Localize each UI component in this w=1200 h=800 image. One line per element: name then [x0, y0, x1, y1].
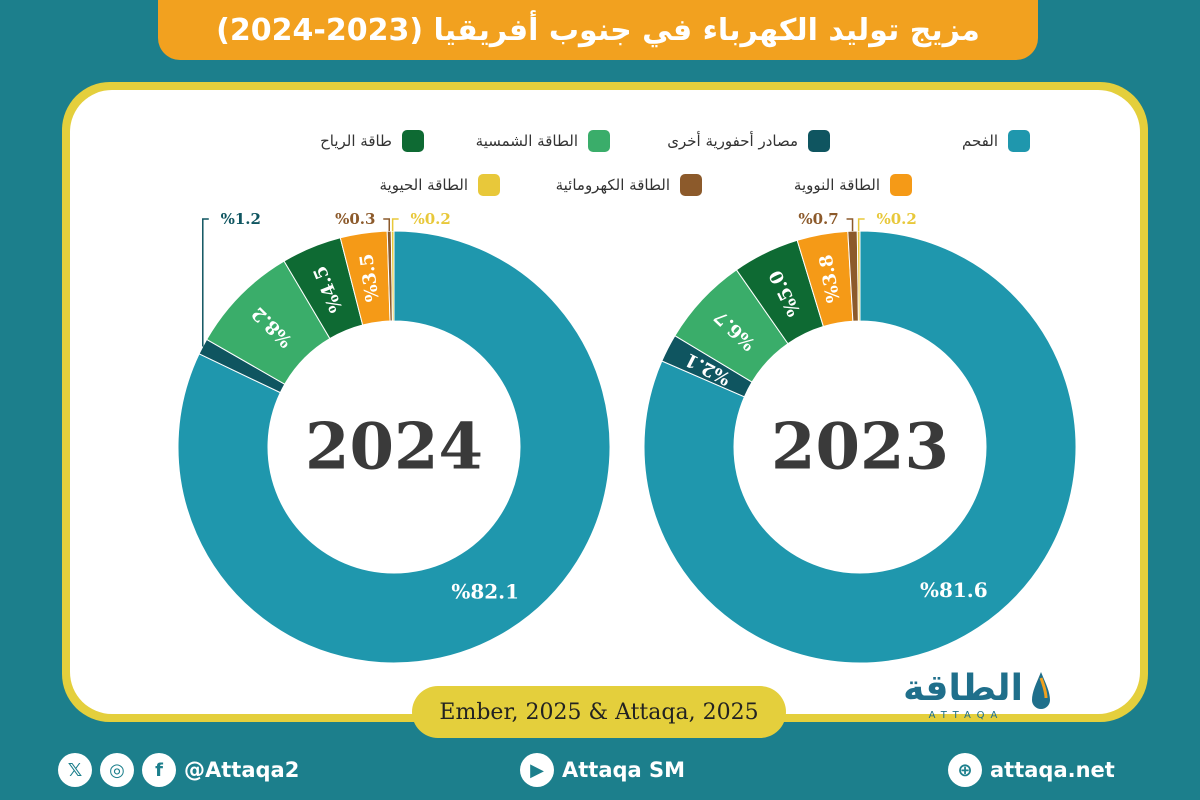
- footer-youtube[interactable]: ▶ Attaqa SM: [520, 740, 685, 800]
- legend: الفحم مصادر أحفورية أخرى الطاقة الشمسية …: [70, 90, 1140, 220]
- slice-label-2024-bio: %0.2: [410, 210, 450, 228]
- youtube-handle[interactable]: Attaqa SM: [562, 758, 686, 782]
- drop-icon: [1032, 672, 1050, 709]
- leader-line-2024-bio: [391, 218, 399, 232]
- legend-label-nuclear: الطاقة النووية: [793, 176, 880, 194]
- legend-swatch-other-fossil: [808, 130, 830, 152]
- legend-label-wind: طاقة الرياح: [320, 132, 392, 150]
- legend-item-other-fossil: مصادر أحفورية أخرى: [667, 130, 830, 152]
- legend-swatch-wind: [402, 130, 424, 152]
- footer: 𝕏 ◎ f @Attaqa2 ▶ Attaqa SM ⊕ attaqa.net: [0, 740, 1200, 800]
- slice-label-2023-hydro: %0.7: [798, 210, 838, 228]
- legend-swatch-solar: [588, 130, 610, 152]
- logo-text: الطاقة: [903, 668, 1023, 709]
- chart-title: مزيج توليد الكهرباء في جنوب أفريقيا (202…: [158, 0, 1038, 60]
- slice-2023-coal: [643, 230, 1077, 664]
- legend-label-bio: الطاقة الحيوية: [379, 176, 468, 194]
- legend-label-hydro: الطاقة الكهرومائية: [555, 176, 670, 194]
- footer-website[interactable]: ⊕ attaqa.net: [948, 740, 1115, 800]
- slice-2024-coal: [177, 230, 611, 664]
- slice-label-2024-coal: %82.1: [451, 580, 519, 604]
- slice-label-2024-other-fossil: %1.2: [221, 210, 261, 228]
- logo-latin: ATTAQA: [928, 710, 1004, 721]
- social-handle[interactable]: @Attaqa2: [184, 758, 300, 782]
- leader-line-2023-hydro: [846, 218, 854, 232]
- legend-item-hydro: الطاقة الكهرومائية: [556, 174, 702, 196]
- slice-label-2024-hydro: %0.3: [335, 210, 375, 228]
- legend-swatch-coal: [1008, 130, 1030, 152]
- x-icon[interactable]: 𝕏: [58, 753, 92, 787]
- legend-swatch-nuclear: [890, 174, 912, 196]
- slice-2023-bio: [856, 230, 861, 322]
- leader-line-2024-hydro: [383, 218, 391, 232]
- youtube-icon[interactable]: ▶: [520, 753, 554, 787]
- source-label: Ember, 2025 & Attaqa, 2025: [412, 686, 786, 738]
- legend-item-wind: طاقة الرياح: [320, 130, 424, 152]
- facebook-icon[interactable]: f: [142, 753, 176, 787]
- leader-line-2024-other-fossil: [202, 218, 209, 347]
- slice-label-2023-bio: %0.2: [876, 210, 916, 228]
- leader-line-2023-bio: [857, 218, 865, 232]
- legend-label-other-fossil: مصادر أحفورية أخرى: [667, 132, 798, 150]
- slice-2024-bio: [390, 230, 395, 322]
- globe-icon[interactable]: ⊕: [948, 753, 982, 787]
- legend-swatch-bio: [478, 174, 500, 196]
- instagram-icon[interactable]: ◎: [100, 753, 134, 787]
- center-year-2024: 2024: [305, 410, 483, 485]
- legend-item-coal: الفحم: [962, 130, 1030, 152]
- slice-label-2023-coal: %81.6: [920, 578, 988, 602]
- attaqa-logo: الطاقة ATTAQA: [898, 668, 1058, 728]
- legend-label-coal: الفحم: [962, 132, 998, 150]
- website-link[interactable]: attaqa.net: [990, 758, 1115, 782]
- legend-item-solar: الطاقة الشمسية: [476, 130, 610, 152]
- legend-swatch-hydro: [680, 174, 702, 196]
- legend-item-bio: الطاقة الحيوية: [379, 174, 500, 196]
- footer-social[interactable]: 𝕏 ◎ f @Attaqa2: [58, 740, 299, 800]
- legend-label-solar: الطاقة الشمسية: [475, 132, 578, 150]
- center-year-2023: 2023: [771, 410, 949, 485]
- legend-item-nuclear: الطاقة النووية: [794, 174, 912, 196]
